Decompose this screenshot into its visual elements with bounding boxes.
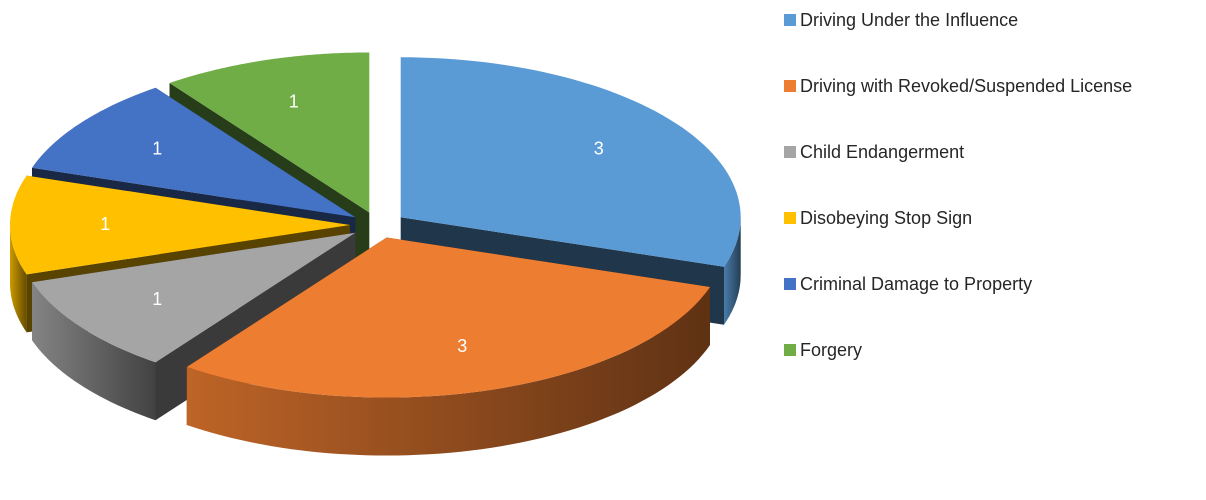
slice-side: [186, 287, 711, 456]
legend-swatch: [784, 344, 796, 356]
slice-side: [10, 225, 27, 333]
pie-slice: [169, 52, 370, 213]
pie-slice: [32, 232, 356, 363]
legend-label: Forgery: [800, 340, 862, 360]
pie-slice: [10, 175, 350, 275]
legend-label: Criminal Damage to Property: [800, 274, 1032, 294]
pie-slice: [186, 237, 711, 398]
legend: Driving Under the Influence Driving with …: [784, 10, 1132, 360]
pie: 1 3 1 1 1 3: [10, 52, 741, 456]
data-label: 3: [594, 138, 604, 158]
legend-swatch: [784, 80, 796, 92]
slice: 3: [186, 237, 711, 456]
data-label: 1: [152, 289, 162, 309]
data-label: 1: [289, 92, 299, 112]
data-label: 1: [152, 138, 162, 158]
legend-swatch: [784, 146, 796, 158]
legend-swatch: [784, 278, 796, 290]
pie-slice: [32, 87, 356, 218]
pie-slice: [400, 57, 741, 267]
legend-swatch: [784, 14, 796, 26]
slice-side: [724, 217, 741, 325]
legend-swatch: [784, 212, 796, 224]
legend-label: Driving Under the Influence: [800, 10, 1018, 30]
data-label: 1: [100, 214, 110, 234]
legend-label: Child Endangerment: [800, 142, 964, 162]
slice-side: [32, 282, 156, 421]
legend-label: Driving with Revoked/Suspended License: [800, 76, 1132, 96]
data-label: 3: [457, 336, 467, 356]
legend-label: Disobeying Stop Sign: [800, 208, 972, 228]
